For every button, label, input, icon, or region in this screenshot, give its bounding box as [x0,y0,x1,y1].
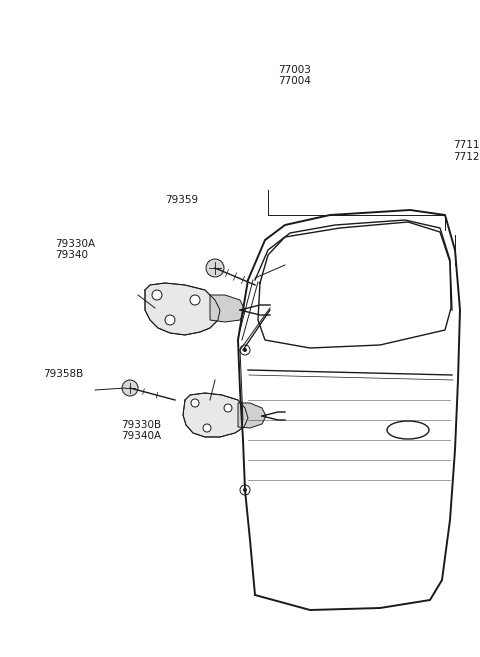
Circle shape [206,259,224,277]
Text: 79358B: 79358B [43,369,84,380]
Text: 79359: 79359 [166,195,199,206]
Text: 77003
77004: 77003 77004 [278,65,311,86]
Circle shape [243,488,247,492]
Text: 79330A
79340: 79330A 79340 [55,239,96,260]
Text: 79330B
79340A: 79330B 79340A [121,420,162,441]
Polygon shape [238,403,266,428]
Circle shape [203,424,211,432]
Circle shape [152,290,162,300]
Circle shape [191,399,199,407]
Polygon shape [183,393,248,437]
Text: 77111
77121: 77111 77121 [454,141,480,162]
Circle shape [122,380,138,396]
Circle shape [165,315,175,325]
Circle shape [190,295,200,305]
Circle shape [243,418,247,422]
Circle shape [224,404,232,412]
Polygon shape [145,283,220,335]
Polygon shape [210,295,245,322]
Circle shape [243,348,247,352]
